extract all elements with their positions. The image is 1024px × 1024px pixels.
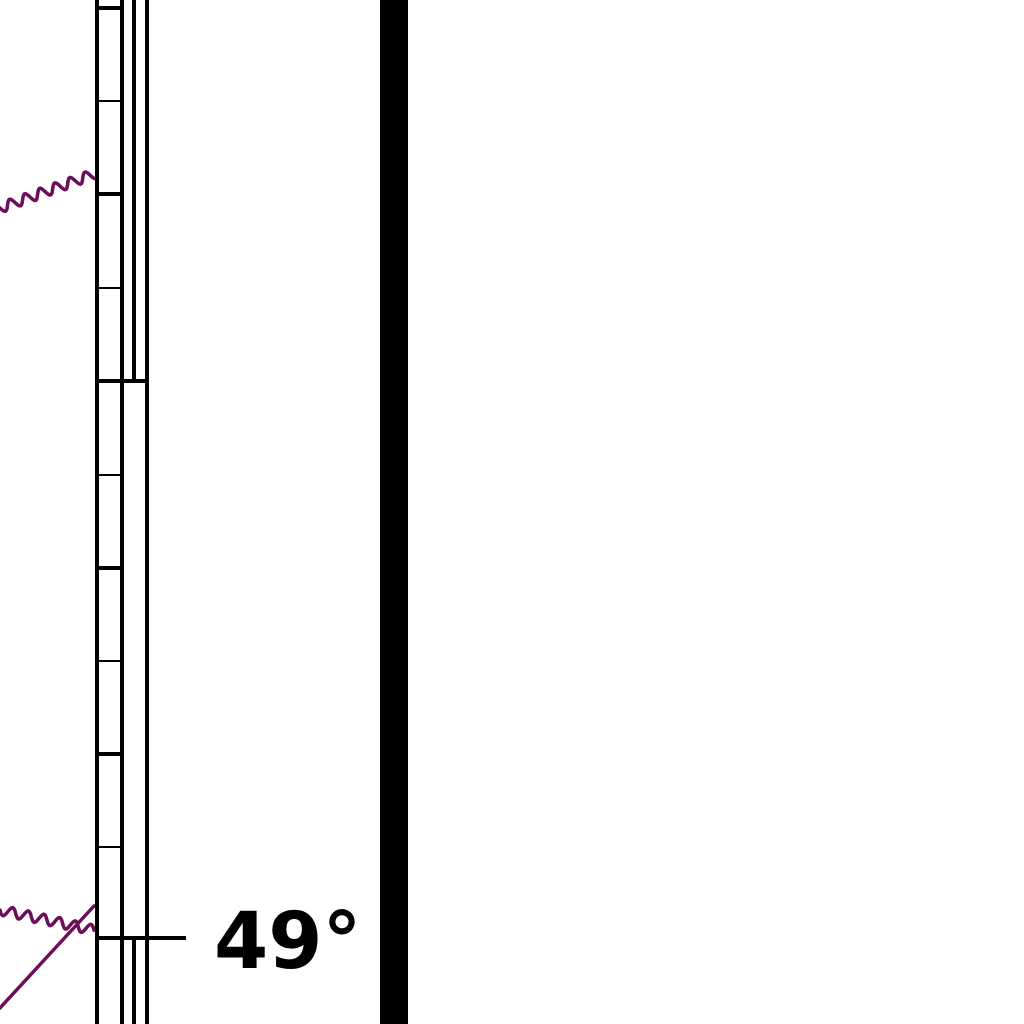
wavy-boundary-lower (0, 905, 96, 935)
graduated-border (95, 0, 149, 1024)
diagonal-route-line (0, 904, 96, 1010)
neatline-bar (380, 0, 408, 1024)
feature-lines (0, 170, 98, 1010)
latitude-label: 49° (214, 897, 362, 987)
wavy-boundary-upper (0, 170, 98, 214)
